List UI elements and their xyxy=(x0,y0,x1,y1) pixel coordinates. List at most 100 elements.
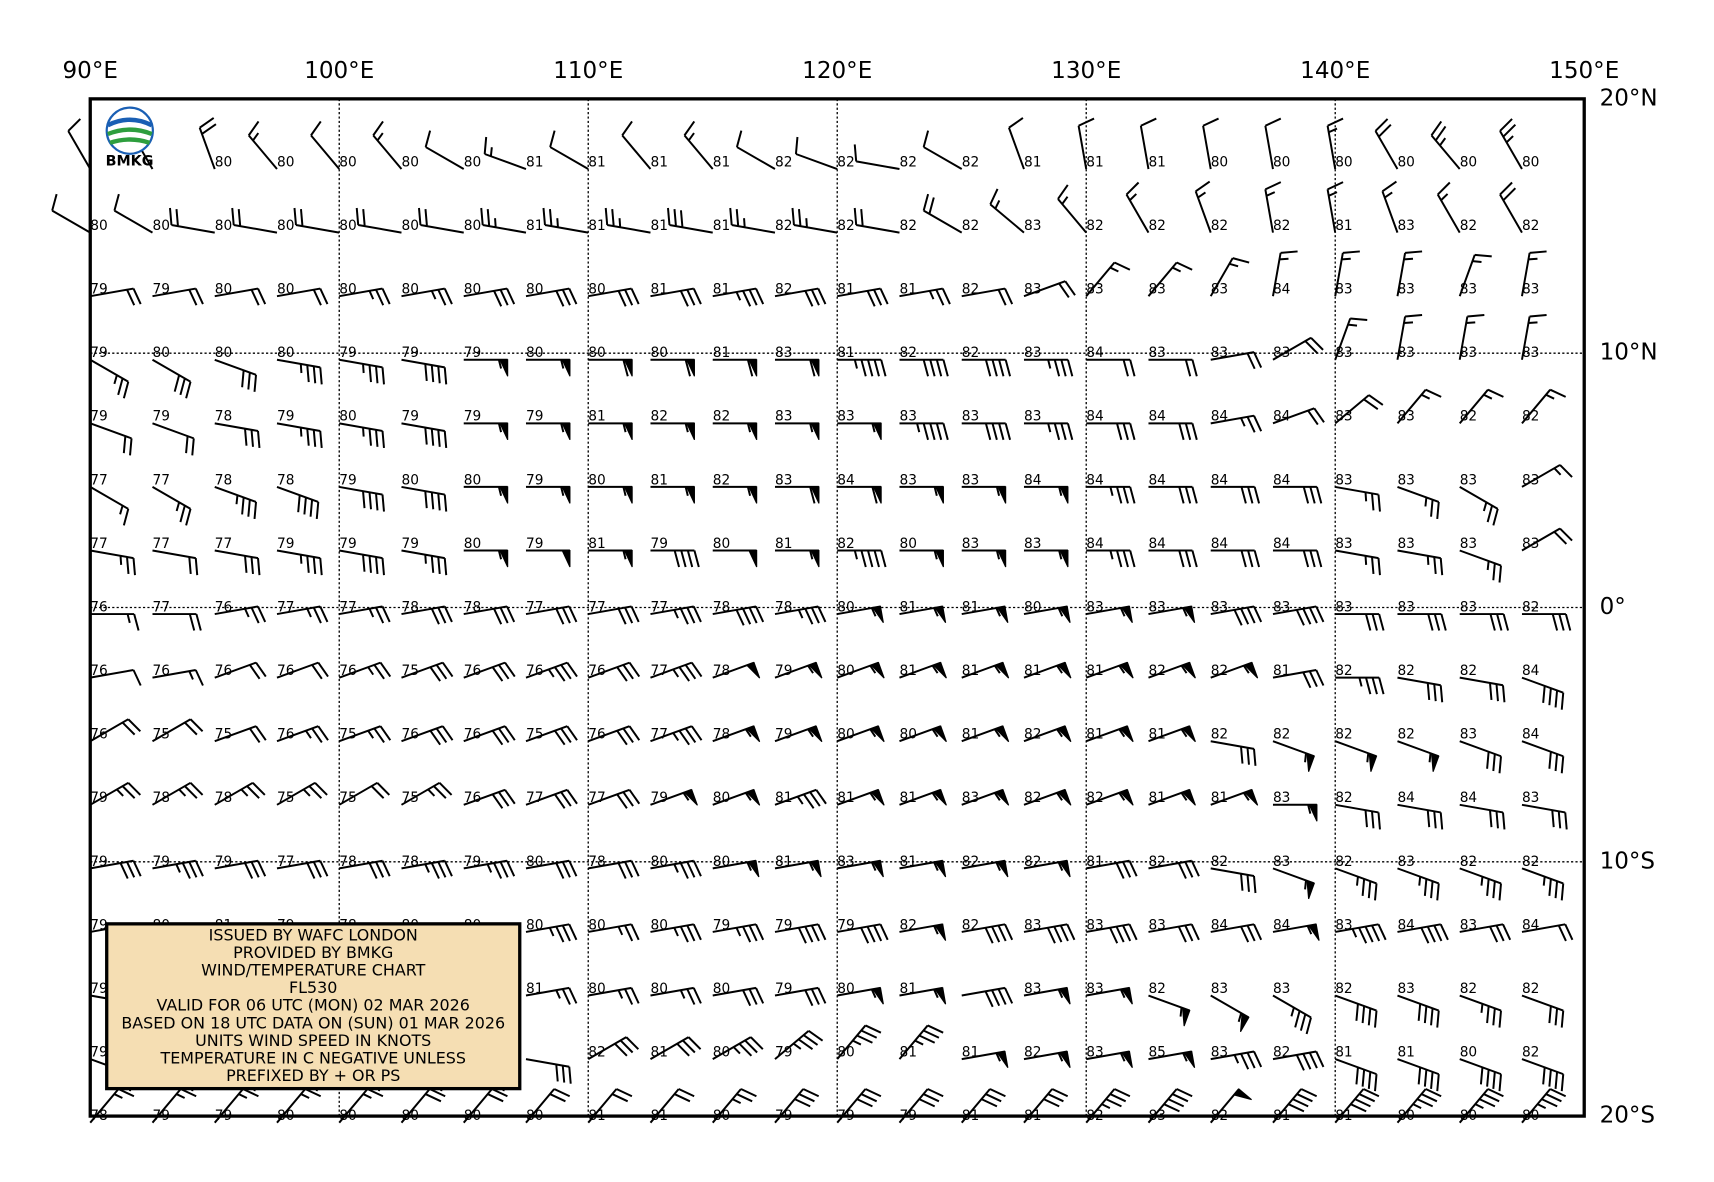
barb-staff xyxy=(1139,117,1157,170)
barb-pennant xyxy=(809,860,822,878)
temperature-label: 81 xyxy=(1148,790,1165,806)
barb-pennant xyxy=(1058,860,1071,878)
wind-barb xyxy=(1335,485,1381,512)
barb-staff xyxy=(853,207,900,234)
temperature-label: 80 xyxy=(713,981,730,997)
barb-staff xyxy=(1396,1088,1442,1124)
temperature-label: 79 xyxy=(152,854,169,870)
temperature-label: 82 xyxy=(962,854,979,870)
temperature-label: 79 xyxy=(401,409,418,425)
temperature-label: 82 xyxy=(962,154,979,170)
wind-barb xyxy=(735,130,776,170)
barb-staff xyxy=(1430,120,1461,170)
info-line: UNITS WIND SPEED IN KNOTS xyxy=(195,1031,431,1050)
wind-barb xyxy=(214,605,267,624)
temperature-label: 83 xyxy=(1211,282,1228,298)
barb-staff xyxy=(1521,1058,1565,1092)
barb-pennant xyxy=(1119,725,1134,743)
barb-pennant xyxy=(499,549,509,568)
wind-barb xyxy=(836,788,885,806)
barb-pennant xyxy=(934,987,947,1005)
wind-barb xyxy=(1397,676,1444,703)
wind-barb xyxy=(90,613,140,631)
barb-staff xyxy=(276,485,320,520)
wind-barb xyxy=(1272,867,1315,900)
wind-barb xyxy=(1459,549,1502,583)
temperature-label: 81 xyxy=(713,282,730,298)
barb-pennant xyxy=(745,661,761,679)
temperature-label: 84 xyxy=(1273,409,1290,425)
wind-barb xyxy=(1085,261,1131,297)
wind-barb xyxy=(152,287,204,306)
barb-staff xyxy=(922,130,963,170)
barb-staff xyxy=(1086,859,1138,879)
temperature-label: 79 xyxy=(526,409,543,425)
wind-barb xyxy=(1397,923,1449,944)
barb-staff xyxy=(774,287,827,307)
temperature-label: 79 xyxy=(775,917,792,933)
barb-pennant xyxy=(1239,1012,1250,1033)
barb-staff xyxy=(400,781,453,806)
temperature-label: 77 xyxy=(152,472,169,488)
barb-staff xyxy=(1459,486,1499,526)
wind-barb xyxy=(339,287,391,306)
temperature-label: 83 xyxy=(1273,599,1290,615)
barb-staff xyxy=(463,859,516,879)
wind-barb xyxy=(1086,859,1138,879)
barb-staff xyxy=(525,605,578,625)
barb-staff xyxy=(1397,994,1440,1028)
barb-staff xyxy=(1210,549,1261,568)
wind-barb xyxy=(339,422,385,449)
barb-pennant xyxy=(1119,661,1134,679)
wind-barb xyxy=(1520,314,1547,360)
wind-barb xyxy=(1272,803,1318,822)
barb-staff xyxy=(151,358,192,399)
temperature-label: 78 xyxy=(775,599,792,615)
temperature-label: 83 xyxy=(837,409,854,425)
temperature-label: 83 xyxy=(1148,345,1165,361)
barb-staff xyxy=(1272,994,1312,1035)
temperature-label: 77 xyxy=(152,536,169,552)
wind-barb xyxy=(650,422,695,441)
temperature-label: 79 xyxy=(152,409,169,425)
wind-barb xyxy=(712,287,765,307)
temperature-label: 79 xyxy=(215,854,232,870)
temperature-label: 84 xyxy=(1086,472,1103,488)
temperatures: 80 80 80 80 80 81 81 81 81 82 82 82 82 81 81 81 80 80 80 80… xyxy=(90,154,1539,1124)
wind-barb xyxy=(712,422,758,441)
wind-barb xyxy=(898,1024,944,1060)
wind-barb xyxy=(339,549,385,576)
temperature-label: 84 xyxy=(1211,917,1228,933)
x-tick-label: 130°E xyxy=(1051,58,1121,84)
barb-staff xyxy=(621,120,652,170)
wind-barb xyxy=(1086,1050,1133,1069)
temperature-label: 80 xyxy=(401,472,418,488)
wind-barb xyxy=(247,120,278,170)
barb-pennant xyxy=(934,605,947,623)
temperature-label: 82 xyxy=(1460,854,1477,870)
temperature-label: 79 xyxy=(90,345,107,361)
wind-barb xyxy=(276,605,329,624)
wind-barb xyxy=(1521,388,1567,424)
wind-barb xyxy=(1023,1050,1071,1069)
wind-barb xyxy=(113,193,153,234)
temperature-label: 78 xyxy=(215,472,232,488)
barb-staff xyxy=(214,605,267,624)
temperature-label: 80 xyxy=(277,282,294,298)
wind-barb xyxy=(90,669,142,686)
wind-barb xyxy=(1210,414,1263,433)
barb-pennant xyxy=(1183,605,1196,623)
barb-pennant xyxy=(997,549,1007,568)
barb-pennant xyxy=(1306,752,1315,772)
temperature-label: 81 xyxy=(1211,790,1228,806)
temperature-label: 81 xyxy=(526,981,543,997)
temperature-label: 78 xyxy=(401,599,418,615)
wind-barb xyxy=(1023,605,1071,623)
barb-staff xyxy=(1521,867,1565,901)
wind-barb xyxy=(1374,118,1399,170)
temperature-label: 81 xyxy=(775,854,792,870)
barb-staff xyxy=(1023,280,1076,298)
temperature-label: 80 xyxy=(588,282,605,298)
x-tick-label: 110°E xyxy=(553,58,623,84)
barb-staff xyxy=(1335,923,1387,944)
